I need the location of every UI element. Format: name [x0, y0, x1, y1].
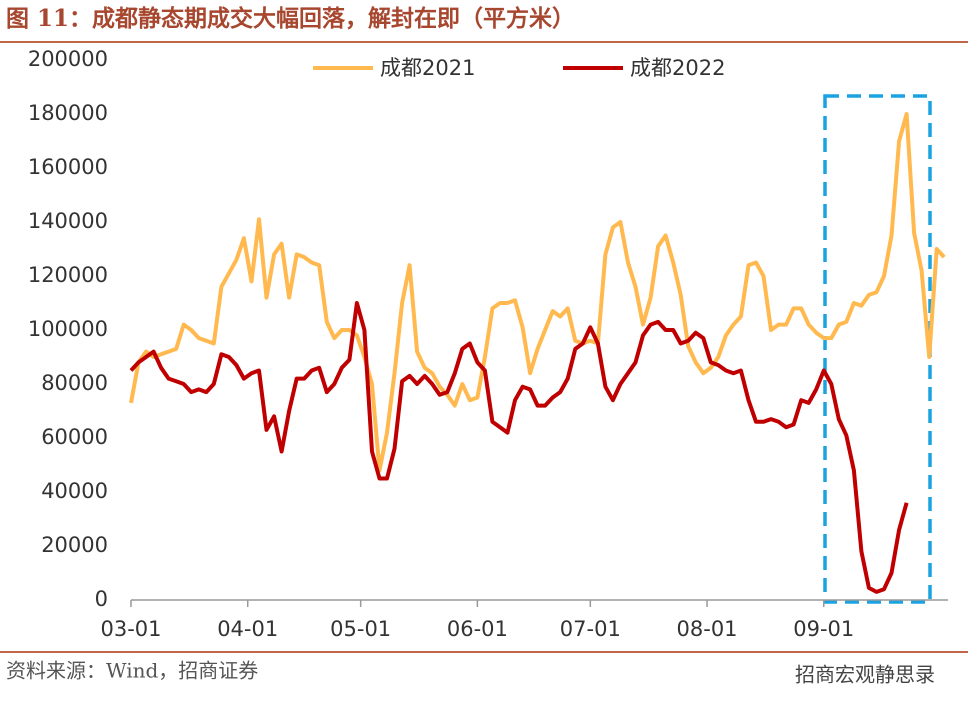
series-line: [129, 301, 909, 594]
x-tick-label: 07-01: [560, 617, 621, 641]
y-tick-label: 80000: [41, 371, 108, 395]
x-tick-label: 05-01: [330, 617, 391, 641]
x-tick-label: 08-01: [677, 617, 738, 641]
y-tick-label: 120000: [28, 263, 108, 287]
y-tick-label: 40000: [41, 479, 108, 503]
series-line: [129, 112, 946, 473]
watermark: 招商宏观静思录: [795, 663, 935, 687]
y-tick-label: 0: [95, 587, 108, 611]
y-tick-label: 20000: [41, 533, 108, 557]
y-tick-label: 200000: [28, 47, 108, 71]
y-tick-label: 60000: [41, 425, 108, 449]
y-tick-label: 180000: [28, 101, 108, 125]
y-tick-label: 100000: [28, 317, 108, 341]
y-tick-label: 140000: [28, 209, 108, 233]
x-tick-label: 03-01: [100, 617, 161, 641]
highlight-box: [823, 94, 932, 604]
y-tick-label: 160000: [28, 155, 108, 179]
x-tick-label: 06-01: [447, 617, 508, 641]
chart-title: 图 11：成都静态期成交大幅回落，解封在即（平方米）: [6, 5, 575, 32]
source: 资料来源：Wind，招商证券: [6, 659, 258, 683]
legend-label: 成都2021: [380, 56, 475, 80]
x-tick-label: 04-01: [217, 617, 278, 641]
x-tick-label: 09-01: [793, 617, 854, 641]
legend-label: 成都2022: [630, 56, 725, 80]
